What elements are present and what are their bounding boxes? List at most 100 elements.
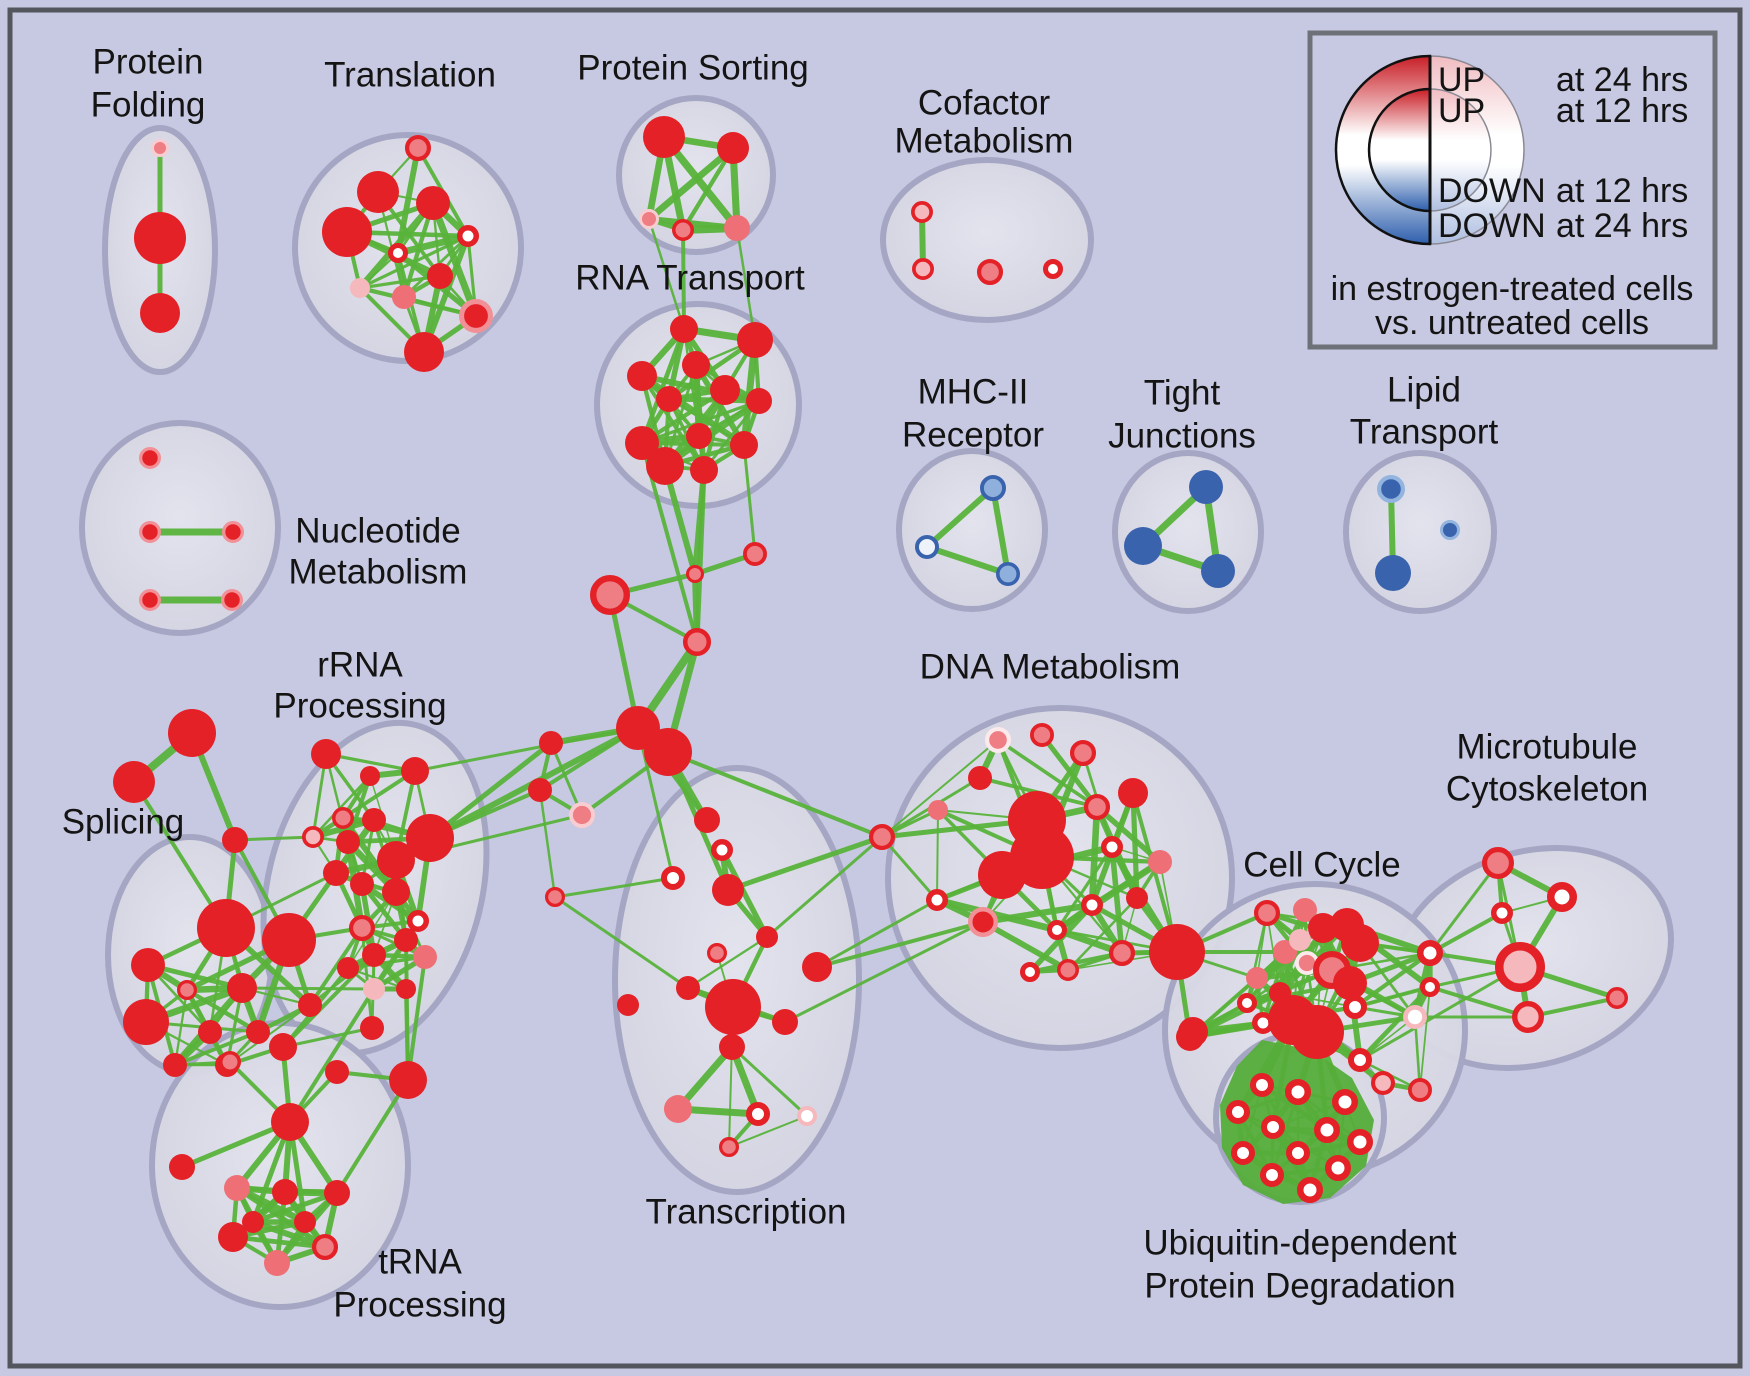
network-node[interactable] bbox=[1325, 1155, 1351, 1181]
network-node[interactable] bbox=[724, 215, 750, 241]
network-node[interactable] bbox=[1250, 1073, 1274, 1097]
network-node[interactable] bbox=[664, 1095, 692, 1123]
network-node[interactable] bbox=[269, 1033, 297, 1061]
network-node[interactable] bbox=[396, 979, 416, 999]
network-node[interactable] bbox=[220, 589, 243, 612]
network-node[interactable] bbox=[730, 431, 758, 459]
network-node[interactable] bbox=[694, 807, 720, 833]
network-node[interactable] bbox=[978, 851, 1026, 899]
network-node[interactable] bbox=[1370, 1070, 1396, 1096]
network-node[interactable] bbox=[1375, 555, 1411, 591]
network-node[interactable] bbox=[1347, 1129, 1373, 1155]
network-node[interactable] bbox=[746, 1102, 770, 1126]
network-node[interactable] bbox=[224, 1175, 250, 1201]
network-node[interactable] bbox=[980, 475, 1007, 502]
network-node[interactable] bbox=[672, 219, 694, 241]
network-node[interactable] bbox=[1108, 939, 1136, 967]
network-node[interactable] bbox=[1124, 527, 1162, 565]
network-node[interactable] bbox=[138, 446, 161, 469]
network-node[interactable] bbox=[163, 1053, 187, 1077]
network-node[interactable] bbox=[363, 978, 385, 1000]
network-node[interactable] bbox=[406, 814, 454, 862]
network-node[interactable] bbox=[1030, 723, 1054, 747]
network-node[interactable] bbox=[1289, 929, 1311, 951]
network-node[interactable] bbox=[1237, 993, 1257, 1013]
network-node[interactable] bbox=[710, 375, 740, 405]
network-node[interactable] bbox=[717, 132, 749, 164]
network-node[interactable] bbox=[401, 757, 429, 785]
network-node[interactable] bbox=[1261, 1115, 1285, 1139]
network-node[interactable] bbox=[140, 293, 180, 333]
network-node[interactable] bbox=[1285, 1079, 1311, 1105]
network-node[interactable] bbox=[221, 521, 244, 544]
network-node[interactable] bbox=[357, 171, 399, 213]
network-node[interactable] bbox=[968, 907, 998, 937]
network-node[interactable] bbox=[1341, 924, 1379, 962]
network-node[interactable] bbox=[404, 332, 444, 372]
network-node[interactable] bbox=[323, 860, 349, 886]
network-node[interactable] bbox=[743, 542, 767, 566]
network-node[interactable] bbox=[302, 826, 324, 848]
network-node[interactable] bbox=[458, 298, 493, 333]
network-node[interactable] bbox=[1491, 902, 1513, 924]
network-node[interactable] bbox=[1246, 967, 1268, 989]
network-node[interactable] bbox=[661, 866, 685, 890]
network-node[interactable] bbox=[1253, 899, 1281, 927]
network-node[interactable] bbox=[218, 1222, 248, 1252]
network-node[interactable] bbox=[227, 973, 257, 1003]
network-node[interactable] bbox=[1286, 1141, 1310, 1165]
network-node[interactable] bbox=[360, 766, 380, 786]
network-node[interactable] bbox=[1057, 959, 1079, 981]
network-node[interactable] bbox=[926, 889, 948, 911]
network-node[interactable] bbox=[706, 942, 727, 963]
network-node[interactable] bbox=[272, 1179, 298, 1205]
network-node[interactable] bbox=[1293, 898, 1317, 922]
network-node[interactable] bbox=[1376, 475, 1405, 504]
network-node[interactable] bbox=[914, 534, 940, 560]
network-node[interactable] bbox=[1043, 259, 1063, 279]
network-node[interactable] bbox=[802, 952, 832, 982]
network-node[interactable] bbox=[1512, 1001, 1544, 1033]
network-node[interactable] bbox=[1420, 977, 1440, 997]
network-node[interactable] bbox=[1348, 1048, 1372, 1072]
network-node[interactable] bbox=[686, 565, 704, 583]
network-node[interactable] bbox=[544, 886, 565, 907]
network-node[interactable] bbox=[656, 386, 682, 412]
network-node[interactable] bbox=[1126, 887, 1148, 909]
network-node[interactable] bbox=[682, 627, 712, 657]
network-node[interactable] bbox=[1314, 1117, 1340, 1143]
network-node[interactable] bbox=[528, 778, 552, 802]
network-node[interactable] bbox=[151, 139, 169, 157]
network-node[interactable] bbox=[686, 423, 712, 449]
network-node[interactable] bbox=[197, 899, 255, 957]
network-node[interactable] bbox=[1290, 1005, 1344, 1059]
network-node[interactable] bbox=[976, 258, 1004, 286]
network-node[interactable] bbox=[1332, 1089, 1358, 1115]
network-node[interactable] bbox=[1101, 836, 1123, 858]
network-node[interactable] bbox=[690, 456, 718, 484]
network-node[interactable] bbox=[1408, 1078, 1432, 1102]
network-node[interactable] bbox=[404, 134, 432, 162]
network-node[interactable] bbox=[1010, 825, 1074, 889]
network-node[interactable] bbox=[407, 910, 429, 932]
network-node[interactable] bbox=[705, 979, 761, 1035]
network-node[interactable] bbox=[427, 263, 453, 289]
network-node[interactable] bbox=[264, 1250, 290, 1276]
network-node[interactable] bbox=[242, 1211, 264, 1233]
network-node[interactable] bbox=[1149, 924, 1205, 980]
network-node[interactable] bbox=[1333, 966, 1367, 1000]
network-node[interactable] bbox=[123, 999, 169, 1045]
network-node[interactable] bbox=[1308, 913, 1338, 943]
network-node[interactable] bbox=[131, 948, 165, 982]
network-node[interactable] bbox=[968, 766, 992, 790]
network-node[interactable] bbox=[322, 207, 372, 257]
network-node[interactable] bbox=[746, 388, 772, 414]
network-node[interactable] bbox=[177, 979, 198, 1000]
network-node[interactable] bbox=[336, 830, 360, 854]
network-node[interactable] bbox=[337, 957, 359, 979]
network-node[interactable] bbox=[984, 726, 1012, 754]
network-node[interactable] bbox=[382, 878, 410, 906]
network-node[interactable] bbox=[682, 351, 710, 379]
network-node[interactable] bbox=[911, 201, 933, 223]
network-node[interactable] bbox=[590, 575, 631, 616]
